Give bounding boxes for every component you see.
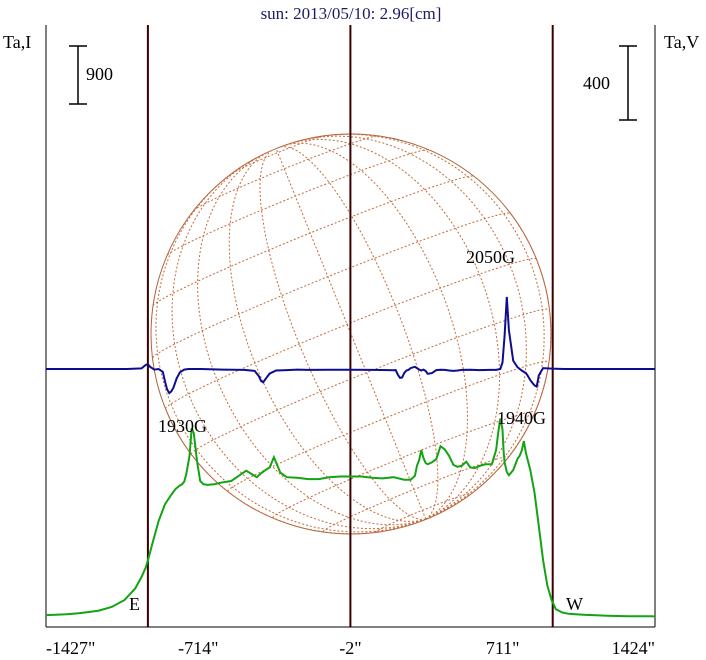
longitude-lines xyxy=(155,133,552,535)
vertical-reference-lines xyxy=(146,25,554,627)
longitude-line xyxy=(171,155,426,530)
longitude-line xyxy=(275,148,427,520)
left-scale-label: 900 xyxy=(86,64,113,84)
longitude-line xyxy=(285,142,469,520)
x-tick-label: 711" xyxy=(486,638,520,658)
left-axis-label: Ta,I xyxy=(3,32,31,52)
latitude-line xyxy=(231,135,326,174)
series-line-ta-i xyxy=(45,418,656,618)
latitude-line xyxy=(190,308,550,455)
left-scale-bar xyxy=(69,45,87,105)
x-tick-label: -2" xyxy=(339,638,361,658)
annotation-2050g: 2050G xyxy=(466,247,515,267)
longitude-line xyxy=(259,150,426,521)
plot-frame xyxy=(45,25,656,628)
right-scale-bar xyxy=(619,45,637,121)
longitude-line xyxy=(293,135,527,520)
latitude-line xyxy=(374,492,472,533)
latitude-line xyxy=(193,135,379,211)
x-tick-label: -714" xyxy=(178,638,218,658)
longitude-line xyxy=(289,138,501,520)
x-tick-label: -1427" xyxy=(46,638,95,658)
longitude-line xyxy=(155,166,426,533)
chart-title: sun: 2013/05/10: 2.96[cm] xyxy=(261,4,442,23)
x-tick-label: 1424" xyxy=(612,638,655,658)
longitude-line xyxy=(281,146,439,520)
east-limb-label: E xyxy=(129,594,140,614)
series-line-ta-v xyxy=(46,296,655,395)
right-scale-label: 400 xyxy=(583,73,610,93)
annotation-1940g: 1940G xyxy=(497,408,546,428)
longitude-line xyxy=(228,152,426,522)
longitude-line xyxy=(314,133,545,520)
longitude-line xyxy=(165,408,426,535)
latitude-line xyxy=(272,411,536,518)
west-limb-label: W xyxy=(566,594,583,614)
right-axis-label: Ta,V xyxy=(664,32,699,52)
annotation-1930g: 1930G xyxy=(158,416,207,436)
latitude-line xyxy=(165,258,537,409)
longitude-line xyxy=(425,258,552,520)
